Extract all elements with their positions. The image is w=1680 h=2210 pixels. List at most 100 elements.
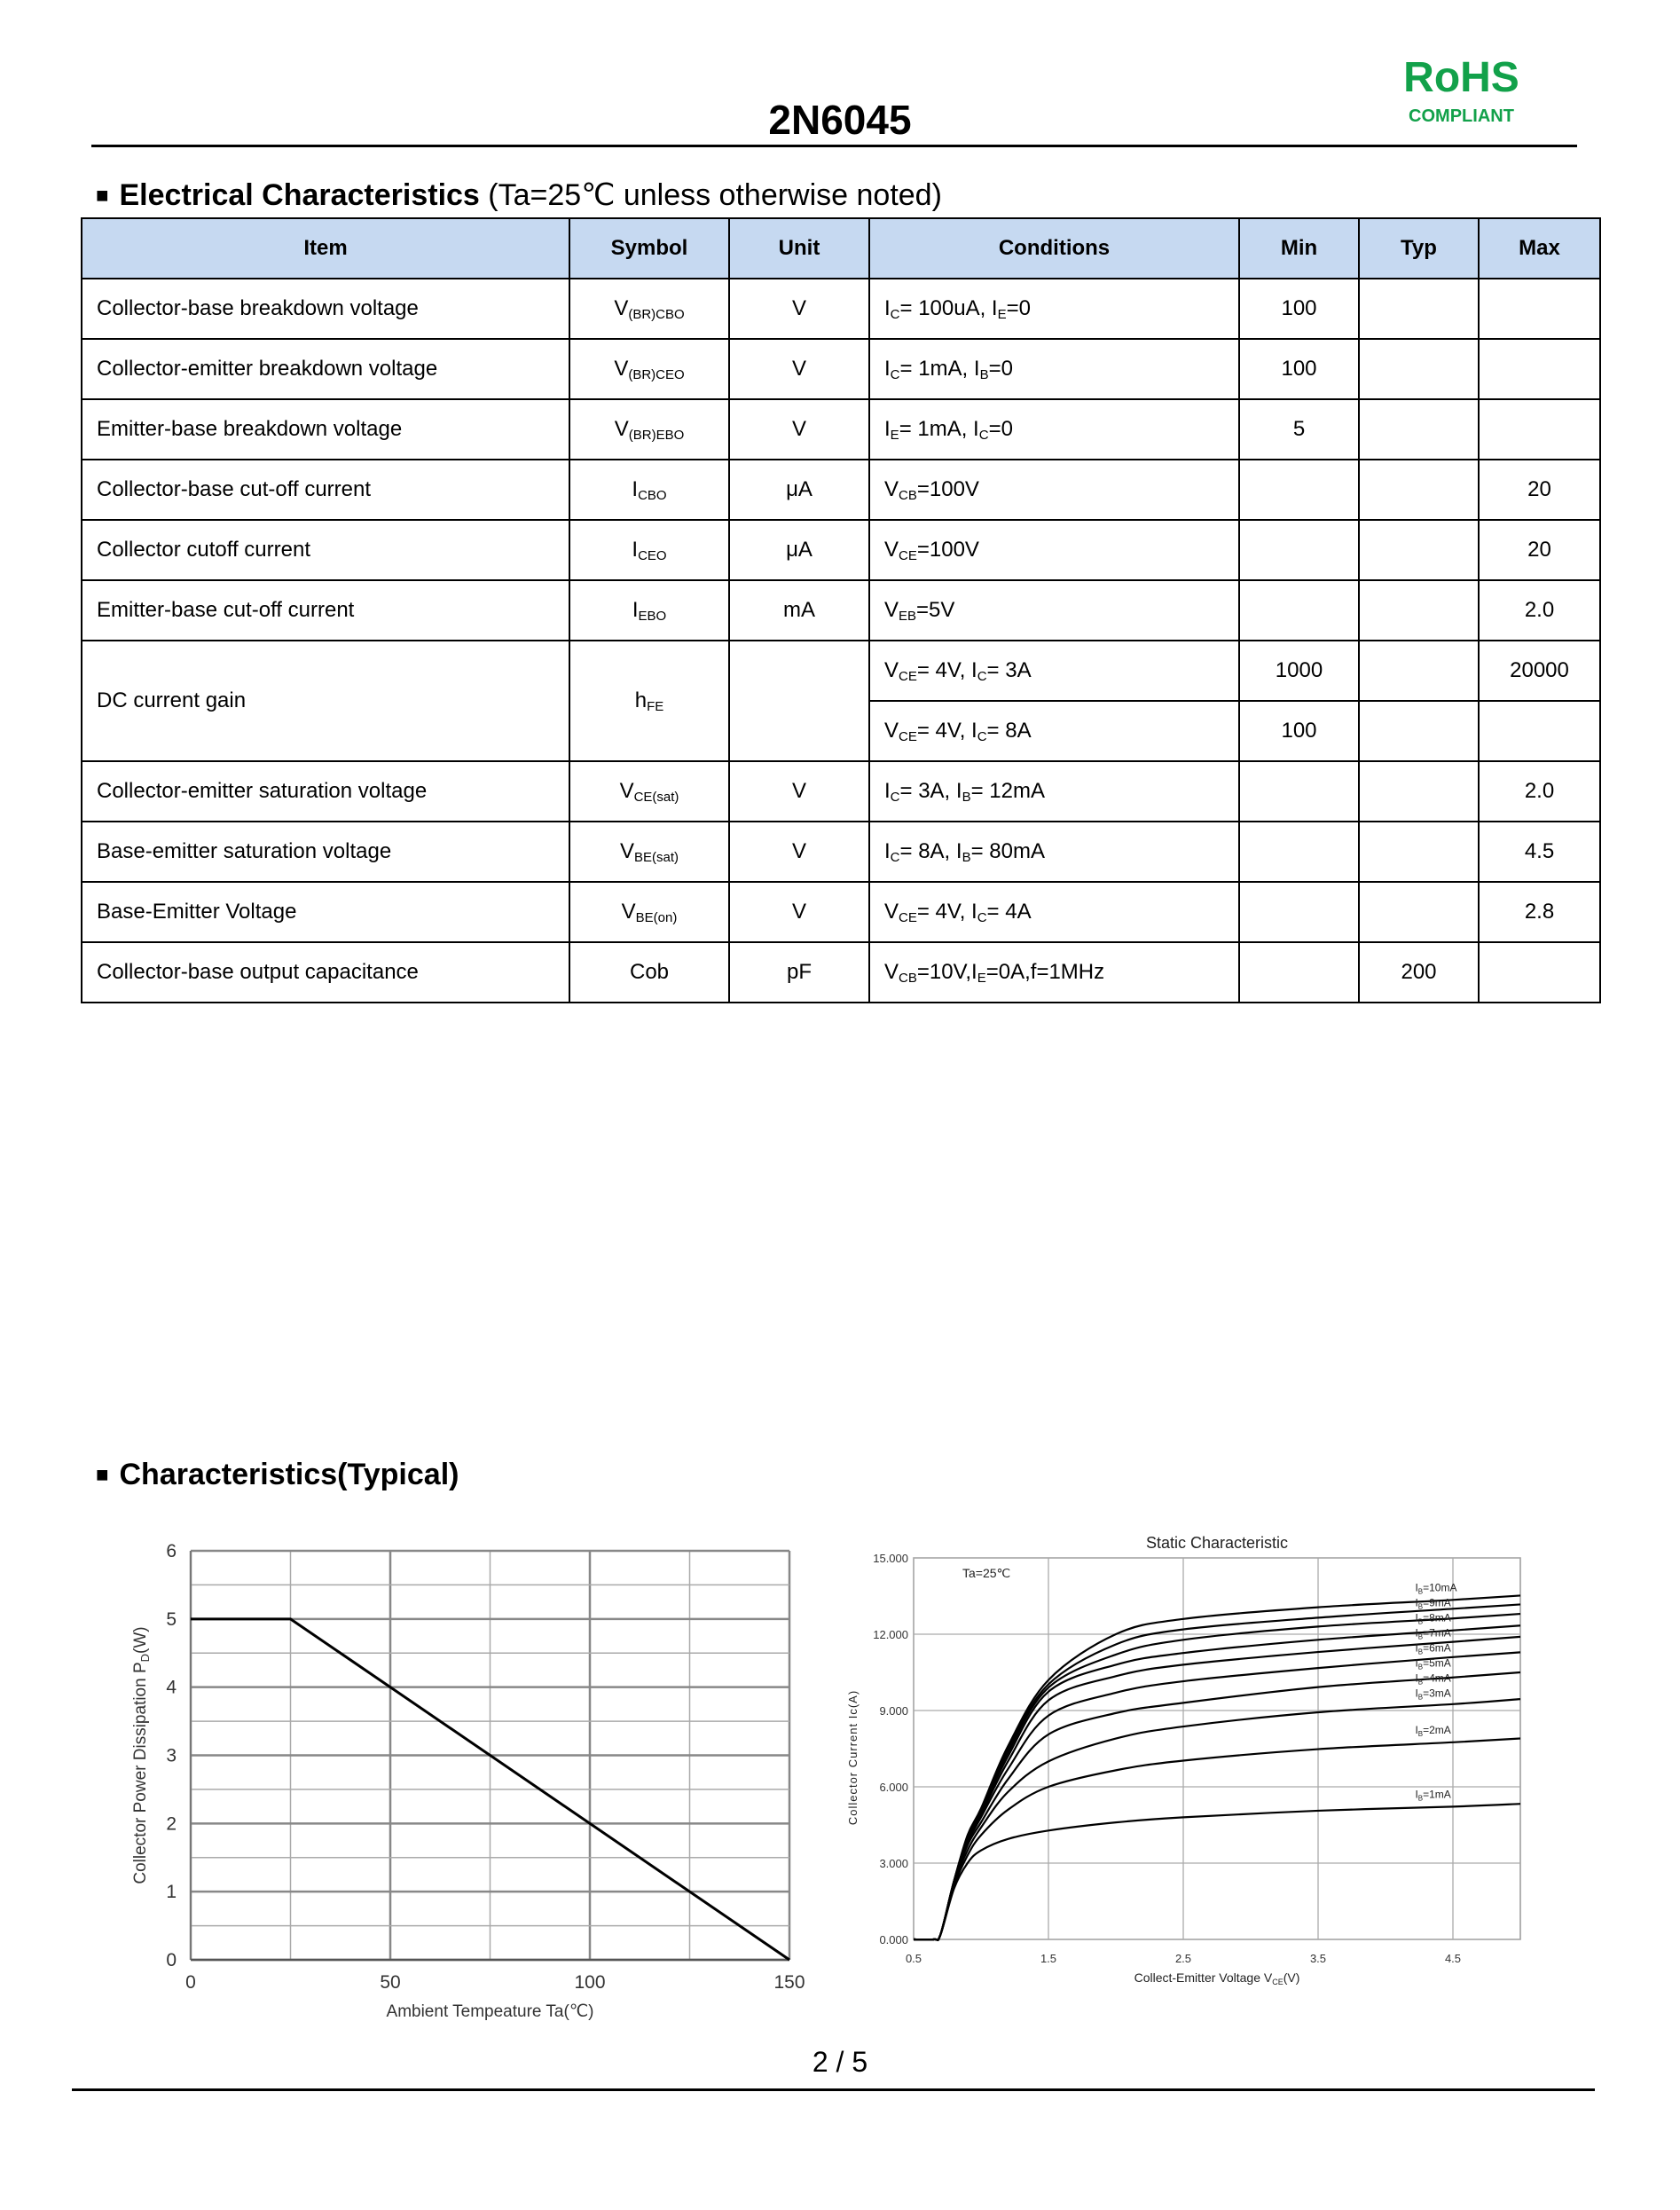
y-tick-label: 0 <box>166 1950 177 1970</box>
typ-cell <box>1358 398 1480 460</box>
condition-subscript: C <box>977 728 987 744</box>
typ-cell <box>1358 519 1480 581</box>
max-cell <box>1478 338 1601 400</box>
derating-line <box>191 1617 790 1962</box>
symbol-main: I <box>632 537 639 562</box>
min-cell: 100 <box>1238 278 1360 340</box>
condition-text: = 4V, I <box>916 718 977 743</box>
curve-label: IB=7mA <box>1415 1626 1450 1640</box>
y-axis-label: Collector Current Ic(A) <box>846 1690 860 1825</box>
table-row: Base-Emitter Voltage VBE(on) V VCE= 4V, IC=… <box>81 881 1601 943</box>
condition-text: = 3A, I <box>899 778 962 803</box>
curve-label-s: B <box>1418 1794 1423 1802</box>
curve-label-t: =4mA <box>1423 1671 1451 1684</box>
condition-text: = 8A <box>986 718 1032 743</box>
curve-label-m: I <box>1415 1687 1417 1699</box>
condition-text: I <box>884 778 891 803</box>
max-cell <box>1478 398 1601 460</box>
column-header-typ: Typ <box>1358 217 1480 279</box>
curve-label-s: B <box>1418 1617 1423 1625</box>
x-tick-label: 2.5 <box>1175 1952 1191 1965</box>
typ-cell: 200 <box>1358 941 1480 1003</box>
curve-label-m: I <box>1415 1611 1417 1624</box>
condition-subscript: C <box>977 909 987 925</box>
unit-cell: V <box>728 760 870 822</box>
typ-cell <box>1358 700 1480 762</box>
unit-cell: μA <box>728 459 870 521</box>
curve-label-t: =10mA <box>1423 1581 1456 1593</box>
min-cell <box>1238 579 1360 641</box>
min-cell: 100 <box>1238 338 1360 400</box>
curve-label-t: =6mA <box>1423 1641 1451 1654</box>
condition-text: = 1mA, I <box>899 416 979 441</box>
symbol-subscript: EBO <box>638 608 667 624</box>
y-axis-label-main: Collector Power Dissipation P <box>131 1662 150 1884</box>
condition-subscript: B <box>979 366 989 382</box>
unit-cell: V <box>728 821 870 883</box>
condition-text: =0 <box>1006 295 1031 320</box>
curve-label: IB=4mA <box>1415 1671 1450 1686</box>
curve-label: IB=6mA <box>1415 1641 1450 1656</box>
conditions-cell: VCE=100V <box>868 519 1240 581</box>
symbol-main: V <box>614 416 629 441</box>
symbol-subscript: CE(sat) <box>633 789 679 805</box>
curve-label: IB=9mA <box>1415 1596 1450 1610</box>
curve-label-s: B <box>1418 1730 1423 1738</box>
symbol-cell: Cob <box>569 941 730 1003</box>
y-tick-label: 3.000 <box>879 1857 908 1870</box>
curve-label-m: I <box>1415 1581 1417 1593</box>
table-row: VCE= 4V, IC= 8A 100 <box>82 700 1601 762</box>
max-cell <box>1478 941 1601 1003</box>
x-axis-label-part: (V) <box>1284 1970 1300 1985</box>
condition-subscript: C <box>890 849 900 865</box>
curve-label-s: B <box>1418 1632 1423 1640</box>
conditions-cell: IE= 1mA, IC=0 <box>868 398 1240 460</box>
curve-label-m: I <box>1415 1641 1417 1654</box>
curve-label-m: I <box>1415 1626 1417 1639</box>
max-cell: 20000 <box>1478 640 1601 702</box>
symbol-cell: hFE <box>569 640 730 762</box>
electrical-characteristics-table: Item Symbol Unit Conditions Min Typ Max Collec… <box>81 217 1601 1003</box>
conditions-cell: IC= 1mA, IB=0 <box>868 338 1240 400</box>
min-cell <box>1238 881 1360 943</box>
curve-label: IB=1mA <box>1415 1788 1450 1802</box>
min-cell <box>1238 519 1360 581</box>
y-axis-label-unit: (W) <box>131 1626 150 1654</box>
condition-text: V <box>884 476 899 501</box>
max-cell: 2.0 <box>1478 579 1601 641</box>
max-cell: 4.5 <box>1478 821 1601 883</box>
curve-label-t: =3mA <box>1423 1687 1451 1699</box>
x-tick-label: 4.5 <box>1445 1952 1461 1965</box>
curve-label-s: B <box>1418 1648 1423 1656</box>
power-derating-chart: 0 50 100 150 0 1 2 3 4 5 6 Ambient Tempeature Ta(℃)… <box>131 1541 805 2021</box>
condition-subscript: E <box>977 970 986 986</box>
curve-label-t: =9mA <box>1423 1596 1451 1608</box>
curve-label-m: I <box>1415 1596 1417 1608</box>
condition-text: = 4V, I <box>916 899 977 924</box>
curve-label-m: I <box>1415 1724 1417 1736</box>
symbol-cell: V(BR)CEO <box>569 338 730 400</box>
typ-cell <box>1358 579 1480 641</box>
x-tick-label: 100 <box>574 1972 605 1993</box>
condition-text: I <box>884 416 891 441</box>
column-header-symbol: Symbol <box>569 217 730 279</box>
condition-text: =10V,I <box>916 959 977 984</box>
unit-cell: V <box>728 338 870 400</box>
conditions-cell: VCE= 4V, IC= 3A <box>868 640 1240 702</box>
item-cell: Collector-base breakdown voltage <box>81 278 570 340</box>
min-cell: 1000 <box>1238 640 1360 702</box>
item-cell: Collector cutoff current <box>81 519 570 581</box>
typ-cell <box>1358 640 1480 702</box>
condition-text: I <box>884 838 891 863</box>
condition-text: =0 <box>988 356 1013 381</box>
symbol-cell: ICEO <box>569 519 730 581</box>
x-axis-label-part: Collect-Emitter Voltage V <box>1134 1970 1273 1985</box>
y-axis-label-sub: D <box>138 1654 152 1662</box>
symbol-main: V <box>619 838 634 863</box>
condition-subscript: CE <box>899 909 917 925</box>
y-tick-label: 1 <box>166 1882 177 1902</box>
column-header-unit: Unit <box>728 217 870 279</box>
header-divider <box>91 145 1577 147</box>
condition-text: = 4A <box>986 899 1032 924</box>
table-row: Collector-emitter saturation voltage VCE(… <box>81 760 1601 822</box>
